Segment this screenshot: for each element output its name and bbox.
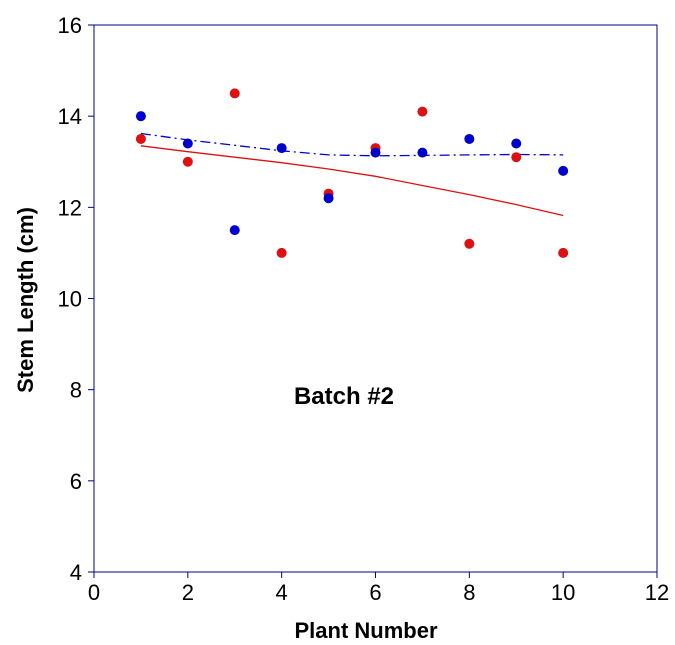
y-tick-label: 12 <box>58 195 82 220</box>
data-point-series-1 <box>511 152 522 163</box>
x-tick-label: 6 <box>369 580 381 605</box>
x-tick-label: 0 <box>88 580 100 605</box>
data-point-series-1 <box>135 133 146 144</box>
data-point-series-2 <box>511 138 522 149</box>
data-point-series-2 <box>417 147 428 158</box>
data-point-series-2 <box>182 138 193 149</box>
x-tick-label: 12 <box>645 580 669 605</box>
x-axis-title: Plant Number <box>294 618 437 643</box>
y-tick-label: 16 <box>58 13 82 38</box>
data-point-series-2 <box>370 147 381 158</box>
trendline-series-2 <box>140 132 564 157</box>
data-point-series-1 <box>229 88 240 99</box>
x-tick-label: 2 <box>182 580 194 605</box>
data-point-series-2 <box>464 133 475 144</box>
data-points <box>135 88 569 258</box>
annotation-label: Batch #2 <box>294 383 394 410</box>
data-point-series-2 <box>558 165 569 176</box>
y-tick-label: 10 <box>58 287 82 312</box>
data-point-series-1 <box>417 106 428 117</box>
y-axis-ticks: 4 6 8 10 12 14 16 <box>58 13 94 585</box>
x-tick-label: 8 <box>463 580 475 605</box>
trendline-series-1 <box>140 145 564 217</box>
data-point-series-2 <box>323 193 334 204</box>
x-axis-ticks: 0 2 4 6 8 10 12 <box>88 572 669 605</box>
y-tick-label: 8 <box>70 378 82 403</box>
y-tick-label: 6 <box>70 469 82 494</box>
y-tick-label: 14 <box>58 104 82 129</box>
data-point-series-1 <box>182 156 193 167</box>
data-point-series-2 <box>229 225 240 236</box>
data-point-series-1 <box>464 238 475 249</box>
trendlines <box>140 132 564 217</box>
data-point-series-2 <box>135 111 146 122</box>
data-point-series-2 <box>276 143 287 154</box>
data-point-series-1 <box>276 247 287 258</box>
x-tick-label: 4 <box>276 580 288 605</box>
y-axis-title: Stem Length (cm) <box>13 207 38 393</box>
plot-frame <box>93 24 658 573</box>
data-point-series-1 <box>558 247 569 258</box>
x-tick-label: 10 <box>551 580 575 605</box>
y-tick-label: 4 <box>70 560 82 585</box>
